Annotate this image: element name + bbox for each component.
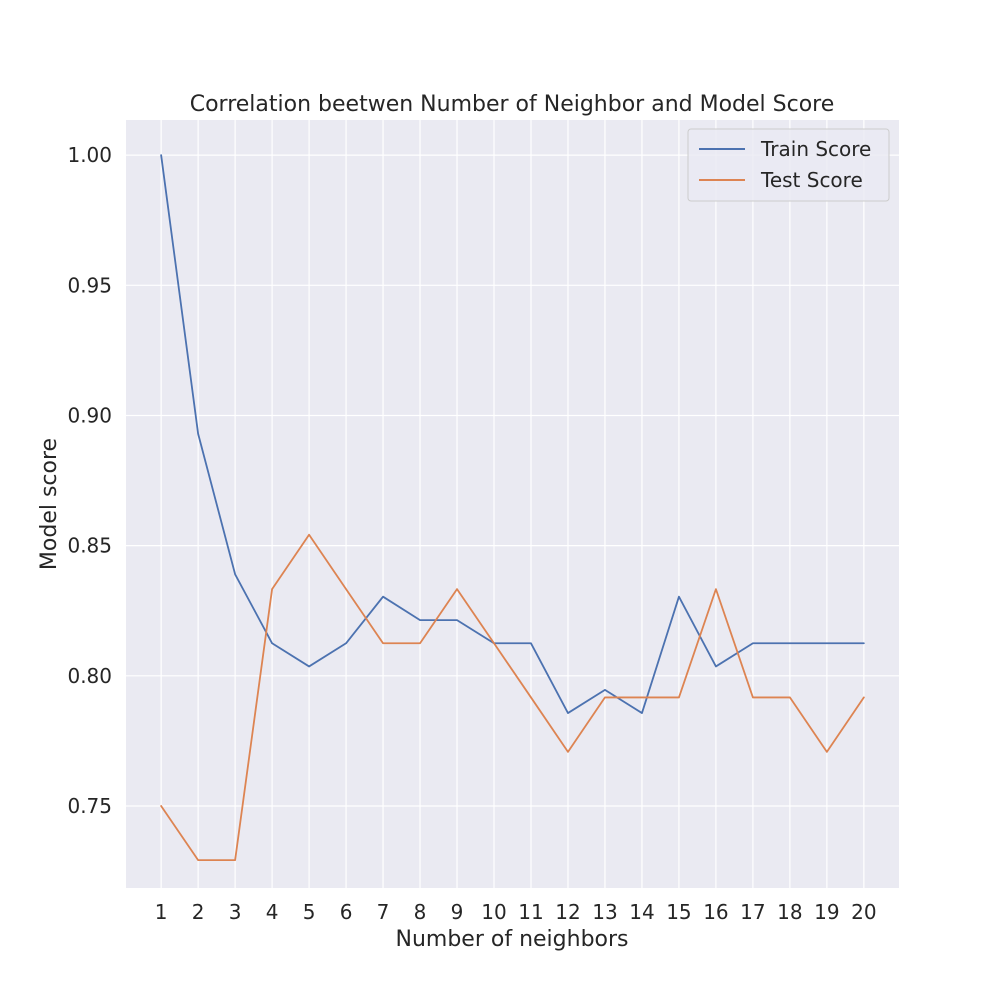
x-tick-label: 3 <box>229 900 242 924</box>
series-line-test-score <box>160 533 865 862</box>
plot-background <box>126 120 899 888</box>
y-tick-label: 0.85 <box>67 534 112 558</box>
y-tick-label: 0.75 <box>67 794 112 818</box>
x-tick-label: 10 <box>481 900 506 924</box>
x-tick-label: 8 <box>414 900 427 924</box>
legend-box <box>687 128 890 202</box>
x-tick-label: 4 <box>266 900 279 924</box>
x-tick-label: 14 <box>629 900 654 924</box>
x-tick-label: 1 <box>155 900 168 924</box>
x-tick-label: 12 <box>555 900 580 924</box>
x-tick-label: 2 <box>192 900 205 924</box>
legend-label-test-score: Test Score <box>760 168 863 192</box>
y-tick-label: 1.00 <box>67 143 112 167</box>
x-tick-label: 16 <box>703 900 728 924</box>
series-lines <box>160 154 865 862</box>
x-tick-label: 9 <box>451 900 464 924</box>
y-tick-label: 0.80 <box>67 664 112 688</box>
y-tick-label: 0.90 <box>67 403 112 427</box>
x-axis-label: Number of neighbors <box>396 927 629 952</box>
x-tick-label: 19 <box>814 900 839 924</box>
x-tick-label: 18 <box>777 900 802 924</box>
x-tick-label: 17 <box>740 900 765 924</box>
grid <box>126 120 899 888</box>
chart-title: Correlation beetwen Number of Neighbor a… <box>190 92 835 117</box>
x-tick-label: 11 <box>518 900 543 924</box>
x-tick-label: 20 <box>851 900 876 924</box>
legend: Train Score Test Score <box>687 128 890 202</box>
x-tick-label: 13 <box>592 900 617 924</box>
x-tick-labels: 1 2 3 4 5 6 7 8 9 10 11 12 13 14 15 16 17 18 19 20 <box>155 900 877 924</box>
x-tick-label: 7 <box>377 900 390 924</box>
series-line-train-score <box>160 154 865 714</box>
y-tick-label: 0.95 <box>67 273 112 297</box>
x-tick-label: 6 <box>340 900 353 924</box>
legend-label-train-score: Train Score <box>760 137 871 161</box>
y-axis-label: Model score <box>37 438 62 570</box>
y-tick-labels: 0.75 0.80 0.85 0.90 0.95 1.00 <box>67 143 112 818</box>
x-tick-label: 5 <box>303 900 316 924</box>
x-tick-label: 15 <box>666 900 691 924</box>
